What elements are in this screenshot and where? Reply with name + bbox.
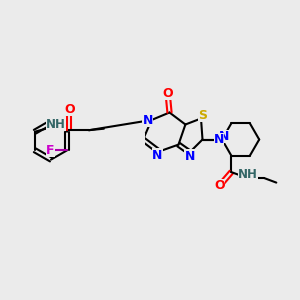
Text: N: N (184, 149, 195, 163)
Text: NH: NH (46, 118, 66, 131)
Text: N: N (214, 133, 224, 146)
Text: N: N (143, 113, 153, 127)
Text: O: O (163, 87, 173, 100)
Text: O: O (64, 103, 75, 116)
Text: N: N (219, 130, 230, 143)
Text: S: S (198, 109, 207, 122)
Text: NH: NH (238, 168, 258, 181)
Text: O: O (214, 179, 225, 192)
Text: F: F (46, 144, 55, 157)
Text: N: N (152, 148, 163, 162)
